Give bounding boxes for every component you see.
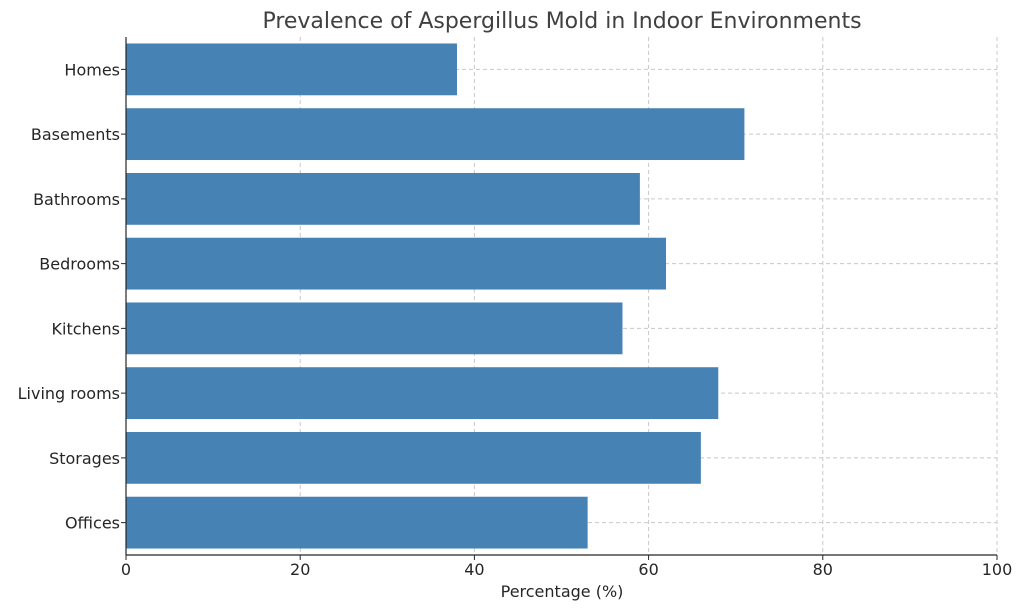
bar-storages (126, 431, 701, 484)
x-axis-label: Percentage (%) (501, 582, 624, 601)
x-tick-label: 20 (290, 560, 310, 579)
bars (126, 43, 745, 549)
bar-bedrooms (126, 237, 667, 290)
x-tick-label: 100 (982, 560, 1013, 579)
y-tick-label: Homes (64, 60, 120, 79)
y-tick-label: Storages (49, 449, 120, 468)
chart-title: Prevalence of Aspergillus Mold in Indoor… (262, 9, 861, 34)
bar-kitchens (126, 302, 623, 355)
y-tick-label: Kitchens (52, 319, 120, 338)
bar-offices (126, 496, 588, 549)
y-tick-labels: Homes Basements Bathrooms Bedrooms Kitchens L… (18, 60, 120, 532)
y-tick-label: Bathrooms (33, 190, 120, 209)
x-tick-label: 60 (638, 560, 658, 579)
bar-living-rooms (126, 367, 719, 420)
y-tick-label: Offices (65, 514, 120, 533)
y-tick-label: Basements (31, 125, 120, 144)
bar-homes (126, 43, 457, 96)
x-tick-label: 40 (464, 560, 484, 579)
axes (121, 37, 998, 560)
x-tick-label: 0 (121, 560, 131, 579)
bar-bathrooms (126, 172, 640, 225)
y-tick-label: Bedrooms (39, 255, 120, 274)
x-tick-label: 80 (813, 560, 833, 579)
y-tick-label: Living rooms (18, 384, 120, 403)
bar-basements (126, 108, 745, 161)
x-tick-labels: 0 20 40 60 80 100 (121, 560, 1012, 579)
